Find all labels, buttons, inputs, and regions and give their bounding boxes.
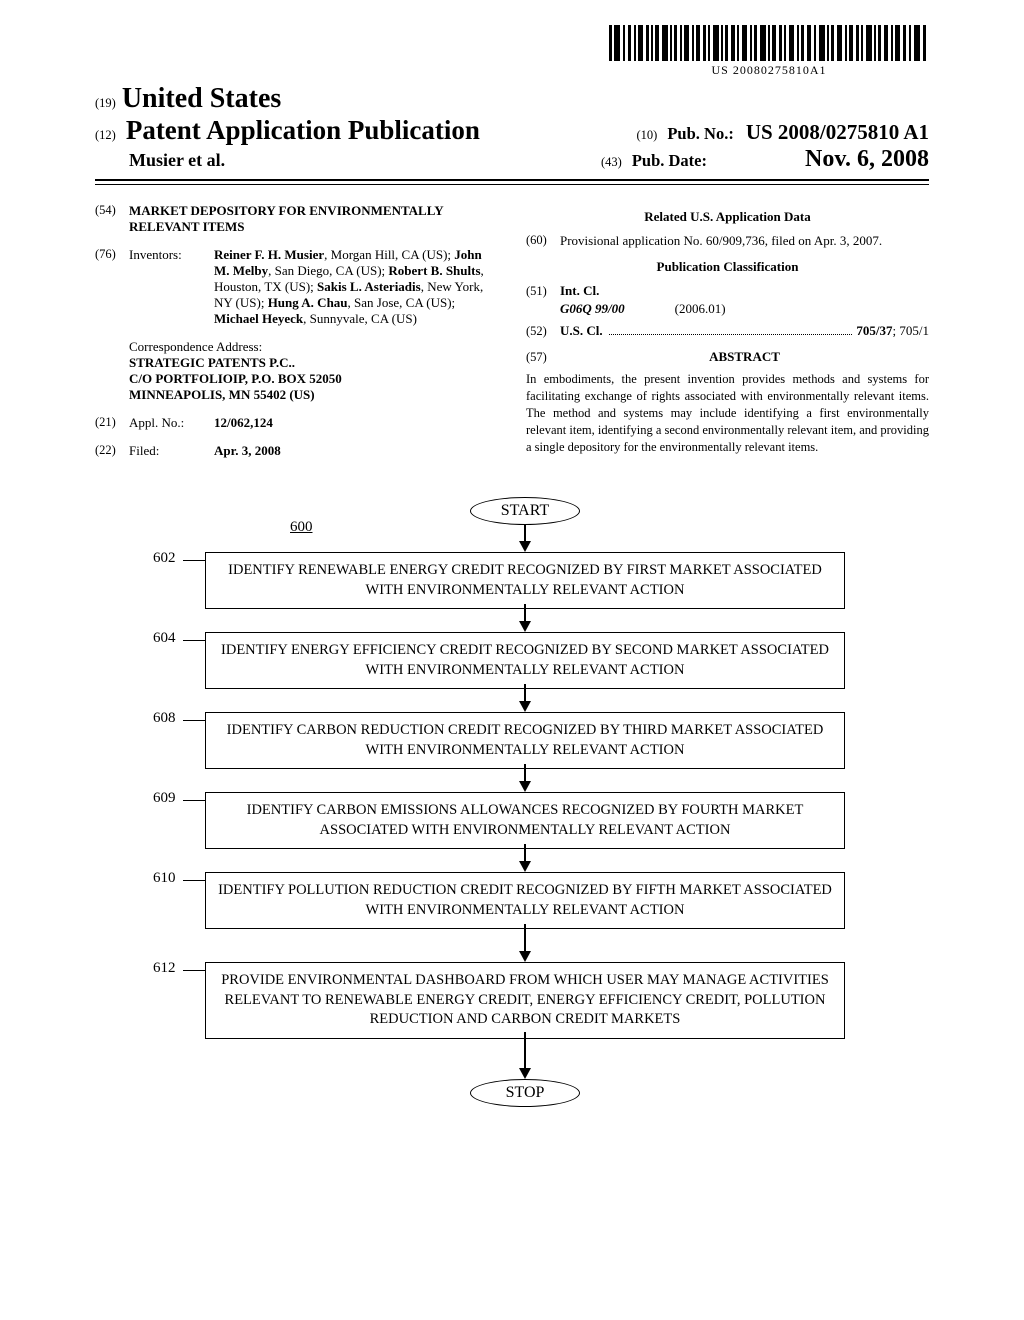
pubno-label: Pub. No.: (667, 124, 733, 143)
arrow-down-icon (519, 701, 531, 712)
code-60: (60) (526, 233, 560, 249)
flowchart-lead-line (183, 640, 205, 641)
code-12: (12) (95, 128, 116, 142)
corr-line1: STRATEGIC PATENTS P.C.. (129, 355, 498, 371)
arrow-down-icon (519, 861, 531, 872)
filed-value: Apr. 3, 2008 (214, 443, 498, 459)
right-column: Related U.S. Application Data (60) Provi… (526, 203, 929, 471)
flowchart-step-box: IDENTIFY RENEWABLE ENERGY CREDIT RECOGNI… (205, 552, 845, 609)
pubdate-value: Nov. 6, 2008 (805, 146, 929, 172)
abstract-label: ABSTRACT (560, 349, 929, 365)
code-76: (76) (95, 247, 129, 327)
invention-title: MARKET DEPOSITORY FOR ENVIRONMENTALLY RE… (129, 203, 498, 235)
code-43: (43) (601, 155, 622, 169)
arrow-down-icon (519, 621, 531, 632)
doc-type-title: Patent Application Publication (126, 115, 480, 145)
flowchart-lead-line (183, 880, 205, 881)
applno-label: Appl. No.: (129, 415, 214, 431)
flowchart-step-box: PROVIDE ENVIRONMENTAL DASHBOARD FROM WHI… (205, 962, 845, 1039)
code-54: (54) (95, 203, 129, 235)
barcode-number: US 20080275810A1 (609, 63, 929, 78)
flowchart-step-number: 604 (153, 630, 176, 647)
inventors-label: Inventors: (129, 247, 214, 327)
barcode-icon: US 20080275810A1 (609, 25, 929, 78)
corr-line2: C/O PORTFOLIOIP, P.O. BOX 52050 (129, 371, 498, 387)
biblio-columns: (54) MARKET DEPOSITORY FOR ENVIRONMENTAL… (95, 203, 929, 471)
correspondence-address: Correspondence Address: STRATEGIC PATENT… (129, 339, 498, 403)
flowchart-lead-line (183, 800, 205, 801)
intcl-date: (2006.01) (675, 301, 726, 317)
code-19: (19) (95, 96, 116, 111)
flowchart-step-number: 602 (153, 550, 176, 567)
barcode-block: US 20080275810A1 (95, 25, 929, 79)
code-10: (10) (637, 128, 658, 142)
flowchart-step-number: 608 (153, 710, 176, 727)
arrow-down-icon (519, 781, 531, 792)
flowchart-connector (524, 1032, 526, 1070)
flowchart-stop: STOP (470, 1079, 580, 1107)
code-22: (22) (95, 443, 129, 459)
flowchart-lead-line (183, 970, 205, 971)
inventors-value: Reiner F. H. Musier, Morgan Hill, CA (US… (214, 247, 498, 327)
pubdate-label: Pub. Date: (632, 151, 707, 170)
flowchart-step-number: 609 (153, 790, 176, 807)
corr-label: Correspondence Address: (129, 339, 498, 355)
flowchart-step-box: IDENTIFY POLLUTION REDUCTION CREDIT RECO… (205, 872, 845, 929)
flowchart-start: START (470, 497, 580, 525)
flowchart-step-number: 610 (153, 870, 176, 887)
flowchart-ref-number: 600 (290, 519, 313, 536)
flowchart-step-box: IDENTIFY CARBON REDUCTION CREDIT RECOGNI… (205, 712, 845, 769)
authors-line: Musier et al. (129, 150, 225, 171)
arrow-down-icon (519, 951, 531, 962)
uscl-label: U.S. Cl. (560, 323, 603, 339)
header-block: (19) United States (12) Patent Applicati… (95, 83, 929, 185)
pubclass-title: Publication Classification (526, 259, 929, 275)
related-text: Provisional application No. 60/909,736, … (560, 233, 882, 249)
applno-value: 12/062,124 (214, 415, 498, 431)
corr-line3: MINNEAPOLIS, MN 55402 (US) (129, 387, 498, 403)
arrow-down-icon (519, 1068, 531, 1079)
code-51: (51) (526, 284, 560, 299)
flowchart-step-number: 612 (153, 960, 176, 977)
abstract-text: In embodiments, the present invention pr… (526, 371, 929, 455)
intcl-label: Int. Cl. (560, 283, 599, 299)
related-data-title: Related U.S. Application Data (526, 209, 929, 225)
filed-label: Filed: (129, 443, 214, 459)
country-title: United States (122, 83, 281, 115)
code-52: (52) (526, 324, 560, 339)
dot-leader (609, 334, 853, 335)
flowchart-figure: 600 START IDENTIFY RENEWABLE ENERGY CREDIT… (95, 497, 929, 1127)
code-21: (21) (95, 415, 129, 431)
left-column: (54) MARKET DEPOSITORY FOR ENVIRONMENTAL… (95, 203, 498, 471)
flowchart-step-box: IDENTIFY ENERGY EFFICIENCY CREDIT RECOGN… (205, 632, 845, 689)
flowchart-connector (524, 924, 526, 953)
intcl-ipc: G06Q 99/00 (560, 301, 625, 317)
flowchart-step-box: IDENTIFY CARBON EMISSIONS ALLOWANCES REC… (205, 792, 845, 849)
flowchart-lead-line (183, 720, 205, 721)
flowchart-lead-line (183, 560, 205, 561)
pubno-value: US 2008/0275810 A1 (746, 120, 929, 144)
code-57: (57) (526, 350, 560, 365)
arrow-down-icon (519, 541, 531, 552)
uscl-values: 705/37; 705/1 (856, 323, 929, 339)
